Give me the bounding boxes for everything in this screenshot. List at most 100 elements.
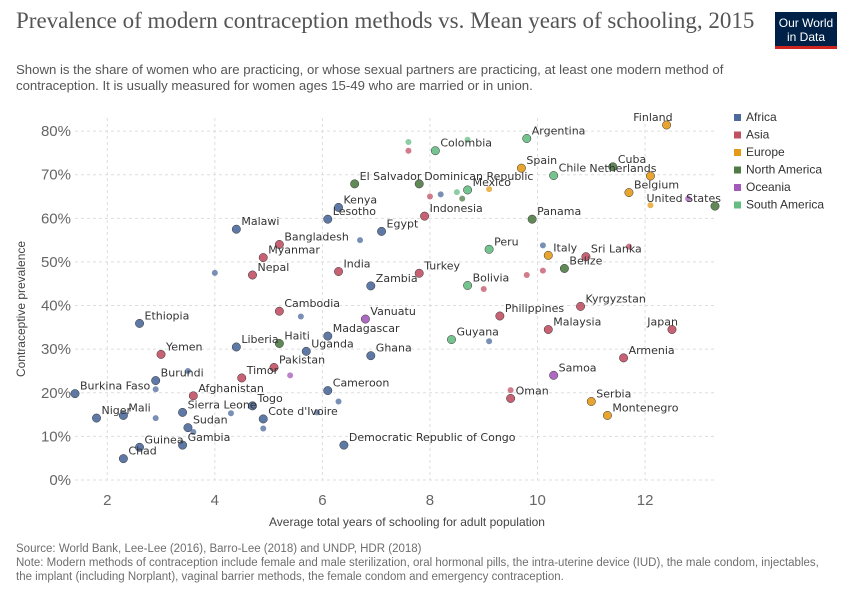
data-point-label: Lesotho [333, 205, 376, 218]
data-point [151, 376, 161, 386]
chart-subtitle: Shown is the share of women who are prac… [16, 62, 724, 93]
data-point [135, 318, 144, 328]
data-point-label: Guyana [456, 326, 498, 339]
data-point [619, 353, 629, 363]
data-point [685, 195, 692, 202]
data-point [118, 454, 128, 464]
x-axis-label: Average total years of schooling for adu… [269, 515, 545, 529]
data-point-label: Egypt [387, 217, 419, 230]
data-point-label: Ghana [376, 342, 412, 355]
data-point [274, 306, 284, 316]
data-point [231, 342, 241, 352]
data-point-label: India [344, 258, 371, 271]
data-point [178, 407, 188, 417]
data-point [366, 281, 376, 291]
data-point [323, 331, 333, 341]
data-point [647, 202, 654, 209]
data-point-label: Kyrgyzstan [586, 292, 646, 305]
data-point-label: Cote d'Ivoire [268, 405, 338, 418]
legend-swatch [734, 149, 741, 156]
data-point [405, 147, 412, 154]
data-point [586, 397, 596, 406]
legend-label: Europe [746, 145, 785, 159]
data-point-label: Guinea [145, 433, 184, 446]
data-point-label: Cambodia [284, 297, 340, 310]
data-point-label: Armenia [629, 344, 675, 357]
data-point-label: Zambia [376, 272, 418, 285]
data-point [581, 252, 591, 262]
data-point [459, 195, 466, 202]
data-point [453, 189, 460, 196]
data-point-label: Malawi [241, 215, 279, 228]
y-tick-label: 30% [41, 341, 71, 358]
data-point [335, 398, 342, 405]
data-point-label: Ethiopia [145, 309, 190, 322]
data-point-label: Peru [494, 235, 519, 248]
data-point-label: Yemen [165, 340, 203, 353]
data-point-label: Gambia [188, 431, 231, 444]
source-text: Source: World Bank, Lee-Lee (2016), Barr… [16, 543, 422, 555]
data-point [516, 163, 526, 173]
logo-line-2: in Data [786, 30, 826, 44]
data-point [377, 226, 387, 236]
data-point [334, 202, 343, 212]
legend-label: North America [746, 163, 822, 177]
data-point-label: Cameroon [333, 377, 390, 390]
legend-label: Asia [746, 128, 770, 142]
data-point [258, 253, 268, 263]
data-point [323, 386, 333, 396]
data-point [576, 301, 585, 311]
x-tick-label: 2 [103, 492, 111, 509]
logo-line-1: Our World [778, 16, 834, 30]
data-point-label: Belize [569, 254, 602, 267]
data-point [464, 136, 471, 143]
data-point [237, 373, 247, 383]
data-point [248, 270, 257, 280]
y-tick-label: 80% [41, 123, 71, 140]
data-point [559, 264, 569, 273]
data-point-label: Serbia [596, 387, 631, 400]
data-point [625, 243, 632, 250]
data-point [667, 325, 677, 334]
data-point [297, 313, 304, 320]
chart-title: Prevalence of modern contraception metho… [16, 8, 755, 33]
data-point-label: Kenya [344, 193, 378, 206]
y-tick-label: 60% [41, 210, 71, 227]
data-point [480, 285, 487, 292]
data-point [258, 414, 268, 424]
data-point-label: Argentina [532, 124, 586, 137]
data-point [527, 214, 537, 224]
legend-swatch [734, 201, 741, 209]
data-point-label: Philippines [505, 302, 565, 315]
data-point-label: Montenegro [612, 401, 678, 414]
data-point [156, 349, 166, 359]
legend-swatch [734, 166, 741, 174]
data-point [339, 440, 349, 450]
data-point [662, 120, 672, 130]
data-point [190, 429, 197, 436]
data-point [463, 185, 473, 195]
data-point [334, 267, 343, 276]
data-point-label: Togo [256, 392, 283, 405]
data-point-label: Bolivia [473, 271, 510, 284]
data-point [414, 268, 424, 278]
data-point [248, 401, 257, 411]
x-tick-label: 4 [211, 492, 219, 509]
y-tick-label: 70% [41, 167, 71, 184]
data-point-label: Timor [246, 364, 279, 377]
data-point-label: Chad [128, 445, 156, 458]
y-tick-label: 10% [41, 428, 71, 445]
data-point [135, 442, 144, 452]
data-point [274, 240, 284, 249]
note-text: Note: Modern methods of contraception in… [16, 557, 819, 583]
data-point-label: Sudan [193, 414, 228, 427]
data-point [301, 346, 311, 356]
data-point [184, 367, 191, 374]
x-tick-label: 6 [318, 492, 326, 509]
our-world-in-data-logo[interactable]: Our World in Data [775, 12, 837, 49]
data-point-label: Burundi [161, 367, 204, 380]
data-point-label: Dominican Republic [424, 170, 533, 183]
data-point [118, 411, 128, 420]
data-point [227, 410, 234, 417]
data-point [495, 311, 505, 321]
